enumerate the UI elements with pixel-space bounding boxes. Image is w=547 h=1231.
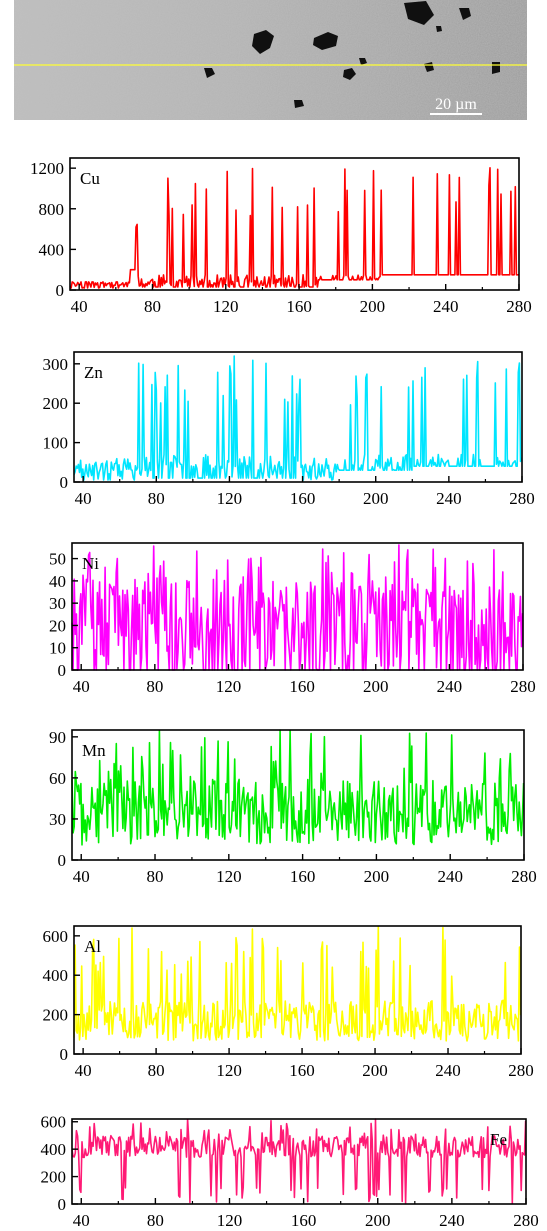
ni-x-tick-label: 240 — [437, 677, 463, 696]
ni-x-tick-label: 40 — [73, 677, 90, 696]
ni-y-tick-label: 30 — [49, 594, 66, 613]
zn-x-tick-label: 40 — [75, 489, 92, 508]
cu-x-tick-label: 280 — [506, 297, 532, 316]
mn-plot-frame — [71, 729, 525, 861]
ni-element-label: Ni — [82, 554, 99, 573]
ni-y-tick-label: 10 — [49, 639, 66, 658]
cu-x-tick-label: 40 — [71, 297, 88, 316]
cu-y-tick-label: 400 — [39, 240, 65, 259]
zn-series-line — [73, 355, 523, 481]
ni-x-tick-label: 160 — [289, 677, 315, 696]
al-plot-frame — [73, 925, 522, 1055]
al-x-tick-label: 160 — [289, 1061, 315, 1080]
mn-x-tick-label: 40 — [73, 867, 90, 886]
al-x-tick-label: 40 — [75, 1061, 92, 1080]
cu-y-tick-label: 1200 — [30, 159, 64, 178]
fe-x-tick-label: 280 — [513, 1211, 539, 1230]
mn-series-line — [71, 729, 525, 846]
cu-series-line — [69, 167, 519, 289]
al-series-line — [73, 925, 522, 1042]
cu-y-tick-label: 800 — [39, 200, 65, 219]
mn-y-tick-label: 60 — [49, 769, 66, 788]
al-x-tick-label: 280 — [508, 1061, 534, 1080]
al-x-tick-label: 80 — [148, 1061, 165, 1080]
cu-x-tick-label: 160 — [286, 297, 312, 316]
fe-x-tick-label: 40 — [73, 1211, 90, 1230]
zn-y-tick-label: 0 — [60, 473, 69, 492]
cu-x-tick-label: 120 — [213, 297, 239, 316]
fe-x-tick-label: 240 — [439, 1211, 465, 1230]
fe-x-tick-label: 120 — [217, 1211, 243, 1230]
mn-x-tick-label: 200 — [364, 867, 390, 886]
al-x-tick-label: 120 — [216, 1061, 242, 1080]
scale-bar-label: 20 µm — [435, 96, 477, 113]
ni-x-tick-label: 120 — [216, 677, 242, 696]
al-y-tick-label: 400 — [43, 966, 69, 985]
zn-y-tick-label: 100 — [43, 434, 69, 453]
al-x-tick-label: 240 — [435, 1061, 461, 1080]
zn-x-tick-label: 200 — [363, 489, 389, 508]
cu-y-tick-label: 0 — [56, 281, 65, 300]
cu-x-tick-label: 240 — [433, 297, 459, 316]
fe-x-tick-label: 80 — [147, 1211, 164, 1230]
al-element-label: Al — [84, 937, 101, 956]
zn-y-tick-label: 300 — [43, 355, 69, 374]
fe-y-tick-label: 600 — [41, 1113, 67, 1132]
mn-y-tick-label: 90 — [49, 728, 66, 747]
zn-x-tick-label: 120 — [217, 489, 243, 508]
al-x-tick-label: 200 — [362, 1061, 388, 1080]
mn-x-tick-label: 160 — [290, 867, 316, 886]
fe-series-line — [71, 1118, 527, 1204]
ni-y-tick-label: 40 — [49, 572, 66, 591]
al-y-tick-label: 0 — [60, 1045, 69, 1064]
fe-element-label: Fe — [490, 1130, 507, 1149]
ni-y-tick-label: 20 — [49, 616, 66, 635]
fe-y-tick-label: 200 — [41, 1168, 67, 1187]
mn-y-tick-label: 30 — [49, 810, 66, 829]
ni-plot-frame — [71, 542, 524, 671]
sem-micrograph: 20 µm — [14, 0, 527, 120]
fe-y-tick-label: 0 — [58, 1195, 67, 1214]
ni-y-tick-label: 0 — [58, 661, 67, 680]
zn-x-tick-label: 240 — [436, 489, 462, 508]
ni-y-tick-label: 50 — [49, 550, 66, 569]
zn-plot-frame — [73, 351, 523, 483]
zn-x-tick-label: 80 — [148, 489, 165, 508]
ni-x-tick-label: 280 — [510, 677, 536, 696]
zn-y-tick-label: 200 — [43, 394, 69, 413]
ni-x-tick-label: 200 — [363, 677, 389, 696]
cu-x-tick-label: 80 — [144, 297, 161, 316]
mn-element-label: Mn — [82, 741, 106, 760]
mn-x-tick-label: 80 — [147, 867, 164, 886]
zn-element-label: Zn — [84, 363, 103, 382]
fe-plot-frame — [71, 1118, 527, 1205]
ni-series-line — [71, 544, 524, 671]
mn-x-tick-label: 280 — [511, 867, 537, 886]
fe-x-tick-label: 160 — [291, 1211, 317, 1230]
cu-element-label: Cu — [80, 169, 100, 188]
cu-x-tick-label: 200 — [360, 297, 386, 316]
zn-x-tick-label: 160 — [290, 489, 316, 508]
zn-x-tick-label: 280 — [509, 489, 535, 508]
mn-x-tick-label: 120 — [216, 867, 242, 886]
mn-x-tick-label: 240 — [437, 867, 463, 886]
cu-plot-frame — [69, 157, 520, 291]
mn-y-tick-label: 0 — [58, 851, 67, 870]
al-y-tick-label: 600 — [43, 927, 69, 946]
al-y-tick-label: 200 — [43, 1006, 69, 1025]
fe-x-tick-label: 200 — [365, 1211, 391, 1230]
fe-y-tick-label: 400 — [41, 1140, 67, 1159]
ni-x-tick-label: 80 — [146, 677, 163, 696]
